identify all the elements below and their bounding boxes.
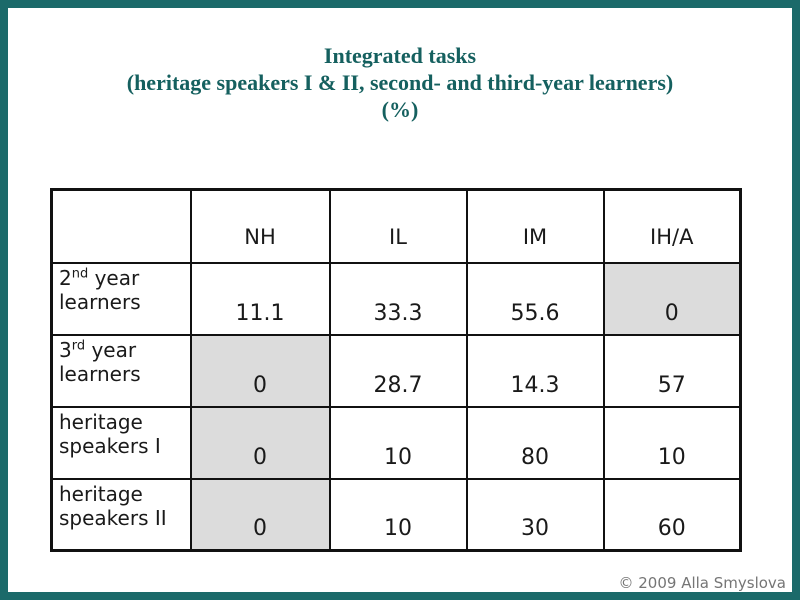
table-cell: 10 xyxy=(328,405,468,480)
copyright-notice: © 2009 Alla Smyslova xyxy=(618,574,786,592)
row-label-heritage-speakers-1: heritage speakers I xyxy=(50,405,192,480)
row-label-heritage-speakers-2: heritage speakers II xyxy=(50,477,192,552)
row-label-text: year learners xyxy=(59,337,141,386)
ordinal-superscript: nd xyxy=(71,265,89,281)
table-header-row: NH IL IM IH/A xyxy=(50,188,742,264)
slide-title: Integrated tasks (heritage speakers I & … xyxy=(0,42,800,123)
row-label-text: year learners xyxy=(59,265,141,314)
title-line-3: (%) xyxy=(381,97,419,122)
table-cell-shaded: 0 xyxy=(602,261,742,336)
table-cell: 28.7 xyxy=(328,333,468,408)
table-cell-shaded: 0 xyxy=(189,333,331,408)
row-label-3rd-year-learners: 3rd year learners xyxy=(50,333,192,408)
table-row: 3rd year learners 0 28.7 14.3 57 xyxy=(50,333,742,408)
table-cell: 10 xyxy=(602,405,742,480)
row-label-text: heritage speakers II xyxy=(59,481,167,530)
table-cell: 60 xyxy=(602,477,742,552)
table-cell: 11.1 xyxy=(189,261,331,336)
table-cell: 14.3 xyxy=(465,333,605,408)
table-cell: 30 xyxy=(465,477,605,552)
table-cell-shaded: 0 xyxy=(189,405,331,480)
row-label-text: 3 xyxy=(59,337,72,362)
table-cell: 57 xyxy=(602,333,742,408)
table-row: heritage speakers I 0 10 80 10 xyxy=(50,405,742,480)
ordinal-superscript: rd xyxy=(71,337,86,353)
table-cell: 55.6 xyxy=(465,261,605,336)
row-label-text: 2 xyxy=(59,265,72,290)
column-header-nh: NH xyxy=(189,188,331,264)
table-row: heritage speakers II 0 10 30 60 xyxy=(50,477,742,552)
column-header-im: IM xyxy=(465,188,605,264)
title-line-1: Integrated tasks xyxy=(323,43,477,68)
results-table: NH IL IM IH/A 2nd year learners 11.1 33.… xyxy=(50,188,742,552)
table-cell: 10 xyxy=(328,477,468,552)
table-cell: 80 xyxy=(465,405,605,480)
row-label-2nd-year-learners: 2nd year learners xyxy=(50,261,192,336)
row-label-text: heritage speakers I xyxy=(59,409,161,458)
column-header-il: IL xyxy=(328,188,468,264)
table-cell: 33.3 xyxy=(328,261,468,336)
title-line-2: (heritage speakers I & II, second- and t… xyxy=(126,70,674,95)
table-row: 2nd year learners 11.1 33.3 55.6 0 xyxy=(50,261,742,336)
table-cell-shaded: 0 xyxy=(189,477,331,552)
column-header-iha: IH/A xyxy=(602,188,742,264)
corner-cell xyxy=(50,188,192,264)
